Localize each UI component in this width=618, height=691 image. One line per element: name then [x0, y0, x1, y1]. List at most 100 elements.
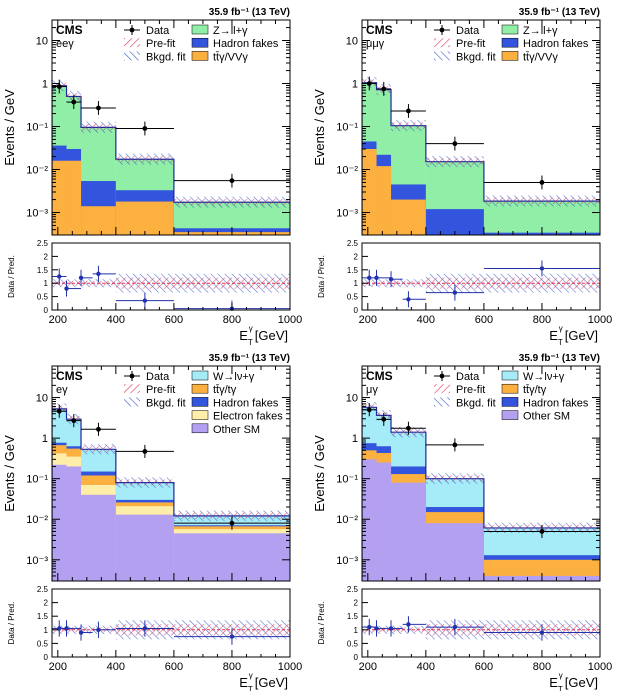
ratio-y-tick-label: 0.5 — [37, 293, 49, 302]
ratio-point-3 — [96, 271, 101, 277]
ratio-y-tick-label: 0 — [354, 653, 359, 662]
legend-bkgfit-swatch — [124, 397, 140, 407]
y-tick-label: 10⁻³ — [336, 208, 358, 220]
legend-bkgfit-swatch — [434, 397, 450, 407]
legend-text-4: Other SM — [213, 424, 260, 436]
legend-bkgfit-swatch — [124, 51, 140, 61]
ratio-frame — [51, 588, 291, 658]
y-tick-label: 10⁻¹ — [26, 474, 48, 486]
bar-ttvv-0 — [362, 149, 377, 235]
ratio-y-tick-label: 2 — [354, 252, 359, 261]
ratio-y-tick-label: 1 — [354, 626, 359, 635]
y-tick-label: 10⁻² — [26, 165, 48, 177]
y-tick-label: 10⁻³ — [336, 555, 358, 567]
legend-swatch-2 — [501, 51, 519, 61]
legend-prefit-swatch — [124, 384, 140, 394]
x-tick-label: 1000 — [278, 314, 302, 326]
x-tick-label: 400 — [417, 661, 435, 673]
ratio-point-1 — [64, 286, 69, 291]
ratio-point-2 — [78, 275, 84, 281]
bar-othersm-0 — [362, 459, 377, 581]
ratio-point-3 — [406, 622, 411, 627]
ratio-y-tick-label: 0 — [354, 306, 359, 315]
legend-bkgfit-text: Bkgd. fit — [456, 397, 496, 409]
data-point-1 — [381, 416, 387, 422]
ratio-y-label: Data / Pred. — [7, 602, 16, 645]
ratio-y-tick-label: 0 — [44, 653, 49, 662]
ratio-point-4 — [142, 298, 148, 303]
ratio-frame — [361, 588, 601, 658]
x-tick-label: 1000 — [588, 661, 612, 673]
lumi-label: 35.9 fb⁻¹ (13 TeV) — [209, 353, 290, 364]
bar-ttvv-1 — [376, 166, 392, 235]
legend-prefit-swatch — [434, 38, 450, 48]
ratio-point-2 — [388, 276, 394, 282]
legend-prefit-swatch — [124, 38, 140, 48]
y-tick-label: 10 — [36, 36, 48, 48]
legend-swatch-1 — [501, 383, 519, 394]
main-frame — [361, 365, 601, 582]
ratio-y-tick-label: 2.5 — [347, 585, 359, 594]
data-point-3 — [142, 449, 148, 454]
x-axis-label: ETγ [GeV] — [239, 324, 288, 347]
ratio-prefit-band-4 — [483, 277, 600, 289]
ratio-frame — [361, 242, 601, 311]
legend-swatch-2 — [191, 397, 209, 407]
y-tick-label: 10 — [346, 393, 358, 405]
data-point-4 — [229, 178, 235, 184]
ratio-point-0 — [57, 626, 62, 631]
x-tick-label: 600 — [165, 661, 183, 673]
legend-swatch-2 — [501, 397, 519, 407]
channel-label: eeγ — [56, 38, 74, 50]
data-point-0 — [366, 407, 372, 413]
legend-prefit-swatch — [434, 384, 450, 394]
legend-swatch-3 — [191, 410, 209, 420]
x-tick-label: 800 — [223, 314, 241, 326]
data-point-3 — [142, 126, 148, 131]
prefit-band-4 — [173, 198, 290, 206]
prefit-band-3 — [115, 155, 174, 163]
lumi-label: 35.9 fb⁻¹ (13 TeV) — [209, 7, 290, 18]
ratio-panel: 0 0.5 1 1.5 2 2.5 Data / Pred. 200 400 600 800 1000… — [7, 585, 302, 691]
y-tick-label: 1 — [42, 79, 48, 91]
legend-swatch-0 — [501, 370, 519, 381]
legend-text-1: tt̄γ/tγ — [213, 384, 237, 396]
ratio-panel: 0 0.5 1 1.5 2 2.5 Data / Pred. 200 400 600 800 1000… — [317, 239, 612, 347]
legend-bkgfit-text: Bkgd. fit — [146, 397, 186, 409]
main-frame — [51, 19, 291, 236]
legend-prefit-text: Pre-fit — [456, 38, 485, 50]
legend-data-marker — [439, 27, 445, 33]
ratio-point-1 — [64, 626, 69, 631]
x-tick-label: 600 — [475, 314, 493, 326]
ratio-point-1 — [374, 275, 379, 281]
ratio-y-tick-label: 1.5 — [347, 612, 359, 621]
ratio-point-3 — [406, 297, 411, 302]
x-tick-label: 400 — [107, 661, 125, 673]
y-tick-label: 10⁻³ — [26, 208, 48, 220]
legend-swatch-0 — [191, 24, 209, 35]
x-axis-label: ETγ [GeV] — [239, 671, 288, 691]
y-tick-label: 10⁻² — [336, 514, 358, 526]
lumi-label: 35.9 fb⁻¹ (13 TeV) — [519, 353, 600, 364]
legend-swatch-4 — [191, 423, 209, 434]
cms-label: CMS — [366, 369, 393, 383]
x-tick-label: 200 — [49, 661, 67, 673]
bar-othersm-0 — [52, 464, 67, 581]
prefit-band-4 — [173, 512, 290, 519]
ratio-prefit-band-4 — [173, 277, 290, 289]
prefit-band-3 — [115, 479, 174, 486]
legend-text-2: Hadron fakes — [523, 397, 589, 409]
x-tick-label: 800 — [533, 661, 551, 673]
cms-label: CMS — [56, 23, 83, 37]
y-axis-label: Events / GeV — [312, 435, 327, 512]
legend-text-2: tt̄γ/VVγ — [523, 51, 558, 63]
legend-text-0: Z→ll+γ — [213, 25, 248, 37]
legend-data-text: Data — [456, 25, 480, 37]
lumi-label: 35.9 fb⁻¹ (13 TeV) — [519, 7, 600, 18]
data-point-2 — [406, 425, 411, 431]
prefit-band-4 — [483, 197, 600, 205]
